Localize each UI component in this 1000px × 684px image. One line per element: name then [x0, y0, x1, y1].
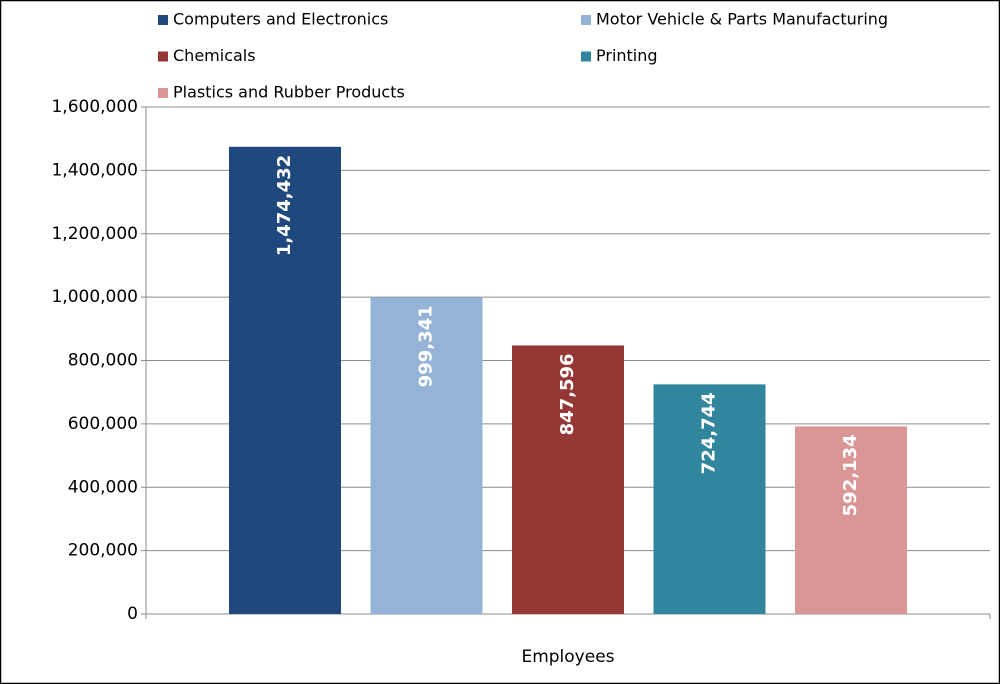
value-label: 847,596 — [557, 353, 578, 435]
legend-label: Computers and Electronics — [173, 10, 388, 29]
bar — [512, 345, 624, 614]
value-label: 724,744 — [699, 392, 720, 474]
y-tick-label: 0 — [127, 604, 138, 624]
legend-swatch — [581, 15, 591, 25]
legend-swatch — [581, 51, 591, 62]
legend-swatch — [158, 15, 168, 25]
x-tick-label: Employees — [521, 647, 614, 667]
legend-label: Chemicals — [173, 46, 256, 65]
bar — [229, 146, 341, 614]
value-label: 592,134 — [840, 434, 861, 516]
y-tick-label: 400,000 — [68, 477, 138, 497]
value-label: 999,341 — [416, 305, 437, 387]
y-tick-label: 1,000,000 — [51, 287, 138, 307]
bar — [795, 426, 907, 614]
legend-label: Printing — [596, 46, 658, 65]
value-label: 1,474,432 — [274, 155, 295, 256]
bar — [370, 297, 483, 614]
y-tick-label: 1,600,000 — [51, 97, 138, 117]
legend-label: Plastics and Rubber Products — [173, 83, 405, 102]
legend-swatch — [158, 88, 168, 98]
y-tick-label: 200,000 — [68, 541, 138, 561]
y-tick-label: 1,400,000 — [51, 160, 138, 180]
bar — [653, 384, 766, 614]
legend-label: Motor Vehicle & Parts Manufacturing — [596, 10, 888, 29]
y-tick-label: 1,200,000 — [51, 224, 138, 244]
y-tick-label: 800,000 — [68, 351, 138, 371]
legend-swatch — [158, 51, 168, 62]
y-tick-label: 600,000 — [68, 414, 138, 434]
